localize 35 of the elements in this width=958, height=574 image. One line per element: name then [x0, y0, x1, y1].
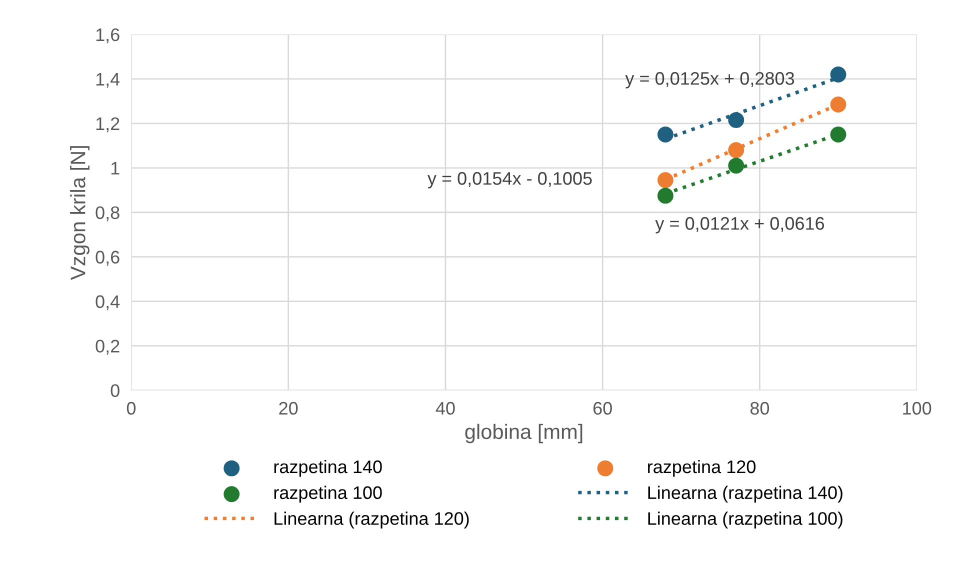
y-tick-label: 0,8 [96, 206, 120, 222]
legend-label: razpetina 120 [648, 460, 756, 477]
point [728, 158, 744, 174]
y-tick-label: 1 [111, 162, 120, 174]
point [728, 112, 744, 128]
y-tick-label: 1,6 [96, 28, 120, 44]
point [657, 172, 674, 188]
annotation: y = 0,0121x + 0,0616 [655, 217, 824, 234]
legend-label: Linearna (razpetina 100) [648, 512, 842, 528]
y-tick-label: 1,2 [96, 117, 120, 132]
point [657, 188, 674, 204]
y-tick-label: 0,2 [96, 340, 120, 355]
legend-label: razpetina 140 [274, 460, 382, 477]
y-tick-label: 0 [110, 384, 120, 398]
x-tick-label: 80 [750, 402, 770, 415]
y-tick-label: 1,4 [96, 73, 120, 88]
legend-label: Linearna (razpetina 140) [648, 486, 842, 503]
legend-label: razpetina 100 [274, 486, 382, 503]
point [830, 96, 846, 112]
x-tick-label: 60 [593, 402, 612, 415]
point [830, 66, 846, 82]
annotation: y = 0,0125x + 0,2803 [625, 72, 794, 88]
y-axis-title: Vzgon krila [N] [70, 146, 90, 280]
x-tick-label: 40 [436, 402, 455, 415]
x-axis-title: globina [mm] [465, 424, 582, 444]
point [657, 126, 674, 143]
point [728, 142, 744, 158]
y-tick-label: 0,6 [96, 250, 120, 266]
legend-label: Linearna (razpetina 120) [274, 512, 469, 528]
x-tick-label: 0 [126, 402, 136, 415]
x-tick-label: 20 [279, 402, 298, 415]
point [830, 126, 846, 143]
annotation: y = 0,0154x - 0,1005 [427, 172, 592, 188]
x-tick-label: 100 [903, 402, 932, 415]
y-tick-label: 0,4 [96, 295, 120, 310]
